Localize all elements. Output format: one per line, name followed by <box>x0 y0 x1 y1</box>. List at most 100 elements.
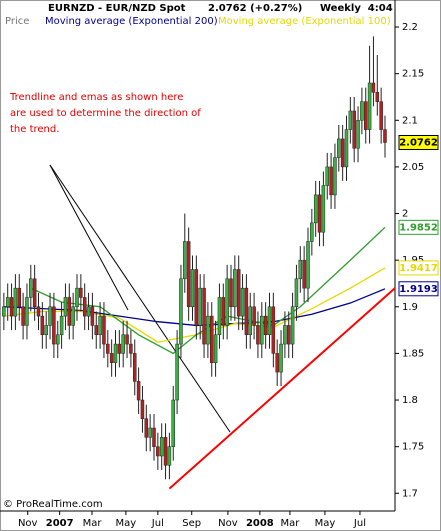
candle-body <box>348 110 353 130</box>
candle-body <box>275 353 279 373</box>
candle-body <box>317 194 322 233</box>
candle-body <box>367 82 372 130</box>
candle-body <box>371 82 376 93</box>
candle-body <box>36 306 41 317</box>
candle-body <box>256 325 260 345</box>
candle-body <box>225 278 229 326</box>
candle-body <box>198 287 202 326</box>
candle-body <box>55 334 60 345</box>
x-tick-label: May <box>315 518 336 529</box>
candle-body <box>44 325 48 336</box>
candle-body <box>233 269 237 308</box>
y-tick-label: 1.9 <box>402 302 418 313</box>
candle-body <box>263 315 268 336</box>
candle-body <box>132 353 137 382</box>
x-tick-label: Nov <box>218 518 238 529</box>
candle-body <box>325 166 329 186</box>
period: Weekly 4:04 <box>320 3 393 14</box>
candle-body <box>94 325 98 336</box>
x-tick-label: May <box>116 518 137 529</box>
candle-body <box>13 287 18 317</box>
candle-body <box>32 278 37 308</box>
candle-body <box>67 297 72 326</box>
annotation-arrow <box>49 164 231 433</box>
y-tick-label: 2.2 <box>402 22 418 33</box>
candle-body <box>136 381 141 401</box>
candle-body <box>179 278 183 345</box>
candle-body <box>229 278 233 308</box>
x-tick-label: Mar <box>83 518 103 529</box>
legend-entry: Moving average (Exponential 100) <box>218 16 391 27</box>
y-tick-label: 1.7 <box>402 488 418 499</box>
candle-body <box>310 222 314 242</box>
candle-body <box>244 287 249 336</box>
annotation-arrow <box>49 164 129 311</box>
x-tick-label: Mar <box>280 518 300 529</box>
candle-body <box>383 129 387 143</box>
annotation: are used to determine the direction of <box>10 108 201 119</box>
y-tick-label: 2.05 <box>402 162 424 173</box>
candle-body <box>98 315 102 336</box>
candle-body <box>202 287 206 345</box>
candle-body <box>25 297 29 326</box>
candle-body <box>375 92 380 102</box>
candle-body <box>321 185 326 233</box>
candle-body <box>29 278 33 298</box>
candle-body <box>159 437 164 457</box>
candle-body <box>190 269 195 308</box>
candle-body <box>260 315 264 345</box>
candle-body <box>52 306 56 345</box>
legend-entry: Moving average (Exponential 200) <box>45 16 218 27</box>
candle-body <box>360 101 364 121</box>
candle-body <box>79 287 83 298</box>
candle-body <box>248 306 252 336</box>
candle-body <box>271 306 276 354</box>
candle-body <box>329 166 333 196</box>
y-tick-label: 1.75 <box>402 442 424 453</box>
candle-body <box>340 138 345 168</box>
candle-body <box>337 138 341 158</box>
candle-body <box>302 259 306 289</box>
y-tick-label: 2 <box>402 209 408 220</box>
candle-body <box>290 306 295 345</box>
candle-body <box>102 315 106 345</box>
x-tick-label: Sep <box>182 518 201 529</box>
value-label-box <box>398 281 439 297</box>
value-label: 1.9852 <box>399 222 438 233</box>
candle-body <box>48 306 52 326</box>
candle-body <box>186 241 191 308</box>
candle-body <box>121 334 125 354</box>
candle-body <box>17 287 21 308</box>
candle-body <box>183 241 187 280</box>
candle-body <box>240 287 245 317</box>
y-tick-label: 2.15 <box>402 69 424 80</box>
candle-body <box>298 259 303 280</box>
y-tick-label: 1.8 <box>402 395 418 406</box>
y-tick-label: 2.1 <box>402 115 418 126</box>
price-text: 2.0762 (+0.27%) <box>208 3 302 14</box>
candle-body <box>40 315 45 336</box>
candle-body <box>236 269 241 317</box>
candle-body <box>2 306 6 317</box>
candle-body <box>113 343 118 363</box>
candle-body <box>283 325 287 345</box>
candle-body <box>140 399 145 419</box>
candle-body <box>356 120 360 149</box>
candle-body <box>167 446 172 466</box>
candle-body <box>82 297 87 317</box>
candle-body <box>106 343 110 354</box>
candle-body <box>63 297 68 317</box>
candle-body <box>9 297 14 317</box>
candle-body <box>144 418 149 438</box>
value-label-box <box>398 260 439 276</box>
candle-body <box>344 129 349 168</box>
x-tick-label: Jul <box>353 518 366 529</box>
candle-body <box>71 306 75 326</box>
candle-body <box>175 343 179 401</box>
candle-body <box>379 101 383 130</box>
axis-label: Price <box>5 16 29 27</box>
annotation: the trend. <box>10 124 59 135</box>
candle-body <box>129 343 133 354</box>
